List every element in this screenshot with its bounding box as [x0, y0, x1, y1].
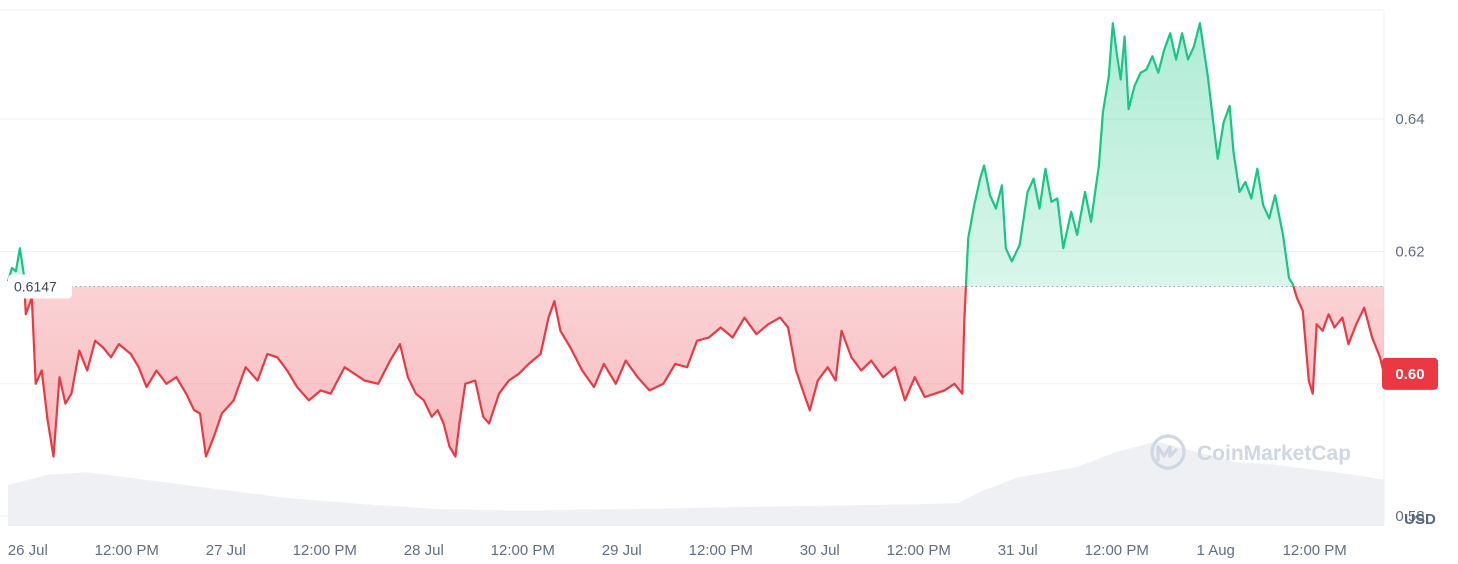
x-tick-label: 12:00 PM	[491, 542, 555, 559]
x-tick-label: 27 Jul	[206, 542, 246, 559]
reference-price-badge: 0.6147	[8, 274, 72, 299]
x-tick-label: 26 Jul	[8, 542, 48, 559]
volume-area	[8, 441, 1384, 526]
y-tick-label: 0.62	[1395, 243, 1424, 260]
x-tick-label: 12:00 PM	[1085, 542, 1149, 559]
current-price-label: 0.60	[1395, 366, 1424, 383]
reference-price-badge-bg	[8, 274, 72, 299]
coinmarketcap-logo-icon	[1150, 434, 1186, 470]
x-axis: 26 Jul 12:00 PM 27 Jul 12:00 PM 28 Jul 12:00 …	[8, 542, 1347, 559]
area-fill-below	[24, 286, 1384, 457]
x-tick-label: 12:00 PM	[95, 542, 159, 559]
price-line-above	[6, 22, 1295, 287]
current-price-badge: 0.60	[1382, 357, 1438, 390]
coinmarketcap-watermark: CoinMarketCap	[1150, 434, 1351, 470]
price-line-below	[23, 286, 1384, 458]
x-tick-label: 12:00 PM	[293, 542, 357, 559]
area-fill-above	[8, 23, 1384, 287]
x-tick-label: 12:00 PM	[1283, 542, 1347, 559]
currency-unit-label: USD	[1404, 511, 1436, 528]
y-tick-label: 0.58	[1395, 508, 1424, 525]
x-tick-label: 12:00 PM	[887, 542, 951, 559]
y-axis: 0.58 0.62 0.64	[1395, 111, 1424, 525]
current-price-badge-bg	[1382, 357, 1438, 390]
reference-price-label: 0.6147	[14, 279, 57, 295]
watermark-text: CoinMarketCap	[1197, 442, 1351, 465]
x-tick-label: 28 Jul	[404, 542, 444, 559]
y-tick-label: 0.64	[1395, 111, 1424, 128]
x-tick-label: 31 Jul	[998, 542, 1038, 559]
x-tick-label: 12:00 PM	[689, 542, 753, 559]
x-tick-label: 29 Jul	[602, 542, 642, 559]
x-tick-label: 1 Aug	[1197, 542, 1235, 559]
x-tick-label: 30 Jul	[800, 542, 840, 559]
